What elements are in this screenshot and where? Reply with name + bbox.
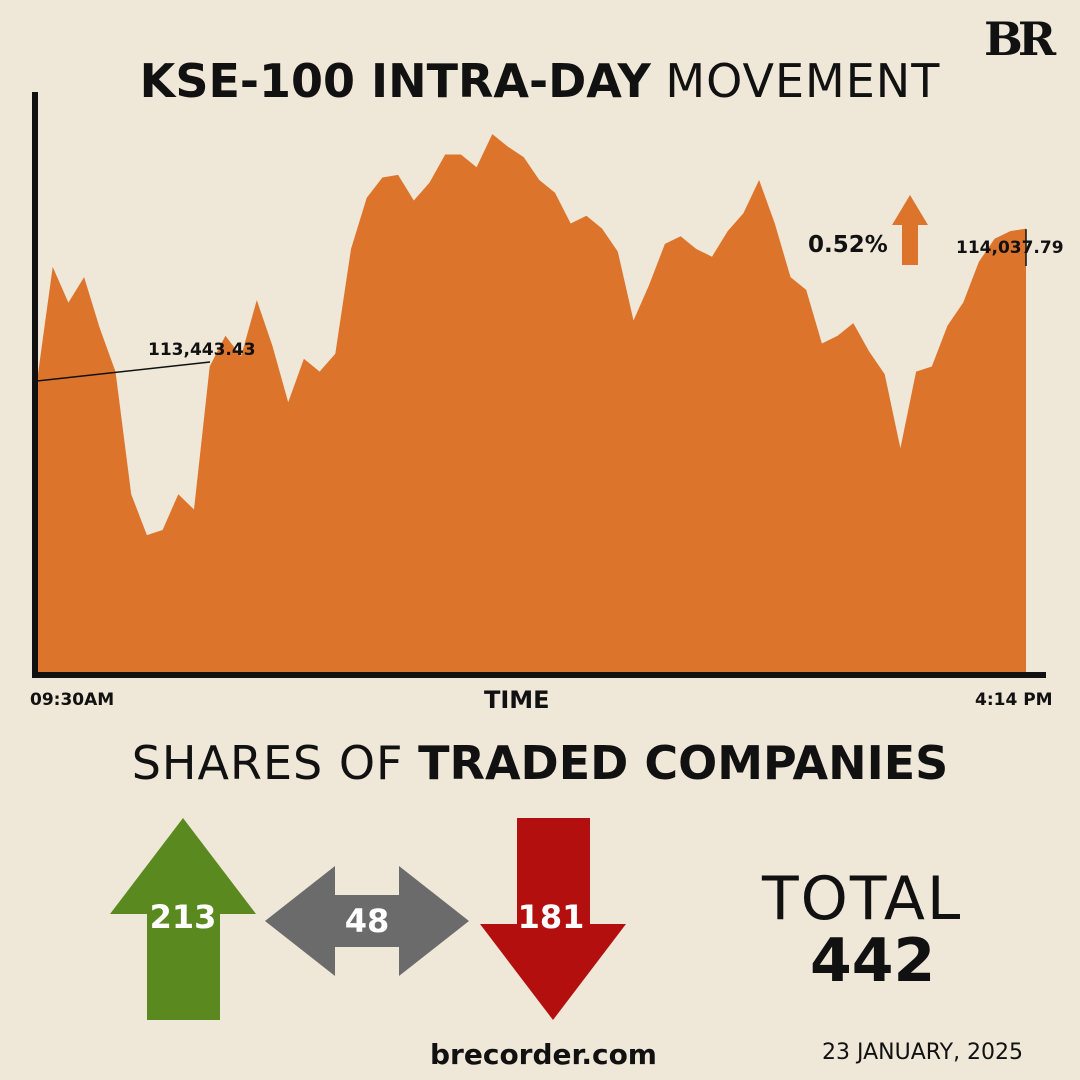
declined-down-arrow-icon [480,818,626,1020]
chart-title-light: MOVEMENT [665,54,941,108]
open-value-leader [36,361,211,382]
unchanged-count: 48 [344,902,390,940]
advanced-count: 213 [149,898,217,936]
change-up-arrow-icon [892,195,928,265]
intraday-area-chart [32,92,1046,678]
br-logo: BR [984,12,1056,66]
shares-subtitle: SHARES OF TRADED COMPANIES [0,736,1080,790]
chart-title-bold: KSE-100 INTRA-DAY [139,54,651,108]
x-end-label: 4:14 PM [975,690,1053,710]
shares-subtitle-light: SHARES OF [131,736,404,790]
advanced-up-arrow-icon [110,818,256,1020]
x-start-label: 09:30AM [30,690,115,710]
total-label: TOTAL [762,864,963,934]
declined-count: 181 [517,898,585,936]
report-date: 23 JANUARY, 2025 [822,1040,1024,1065]
x-axis-title: TIME [484,686,550,714]
shares-subtitle-bold: TRADED COMPANIES [418,736,949,790]
chart-title: KSE-100 INTRA-DAY MOVEMENT [0,54,1080,108]
unchanged-double-arrow-icon [265,866,469,976]
percent-change: 0.52% [808,232,888,258]
site-link[interactable]: brecorder.com [430,1038,657,1071]
total-value: 442 [810,926,936,996]
open-value-label: 113,443.43 [148,340,256,360]
close-value-label: 114,037.79 [956,238,1064,258]
series-area [37,134,1026,674]
